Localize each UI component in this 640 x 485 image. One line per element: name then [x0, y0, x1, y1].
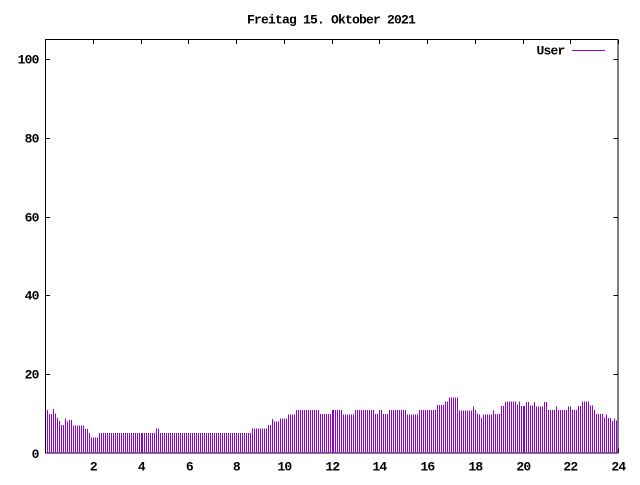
svg-text:80: 80 — [25, 132, 40, 147]
svg-text:10: 10 — [277, 460, 292, 475]
svg-text:4: 4 — [138, 460, 146, 475]
svg-text:Freitag 15. Oktober 2021: Freitag 15. Oktober 2021 — [247, 13, 416, 28]
svg-text:22: 22 — [563, 460, 578, 475]
svg-text:20: 20 — [516, 460, 531, 475]
svg-text:16: 16 — [420, 460, 435, 475]
svg-text:12: 12 — [325, 460, 340, 475]
svg-text:14: 14 — [372, 460, 387, 475]
svg-text:6: 6 — [186, 460, 194, 475]
svg-text:18: 18 — [468, 460, 483, 475]
svg-text:100: 100 — [18, 53, 40, 68]
svg-text:8: 8 — [233, 460, 241, 475]
svg-text:2: 2 — [90, 460, 98, 475]
svg-text:60: 60 — [25, 211, 40, 226]
svg-text:20: 20 — [25, 368, 40, 383]
svg-text:User: User — [537, 44, 565, 59]
svg-text:0: 0 — [32, 447, 40, 462]
svg-text:40: 40 — [25, 289, 40, 304]
svg-text:24: 24 — [611, 460, 626, 475]
